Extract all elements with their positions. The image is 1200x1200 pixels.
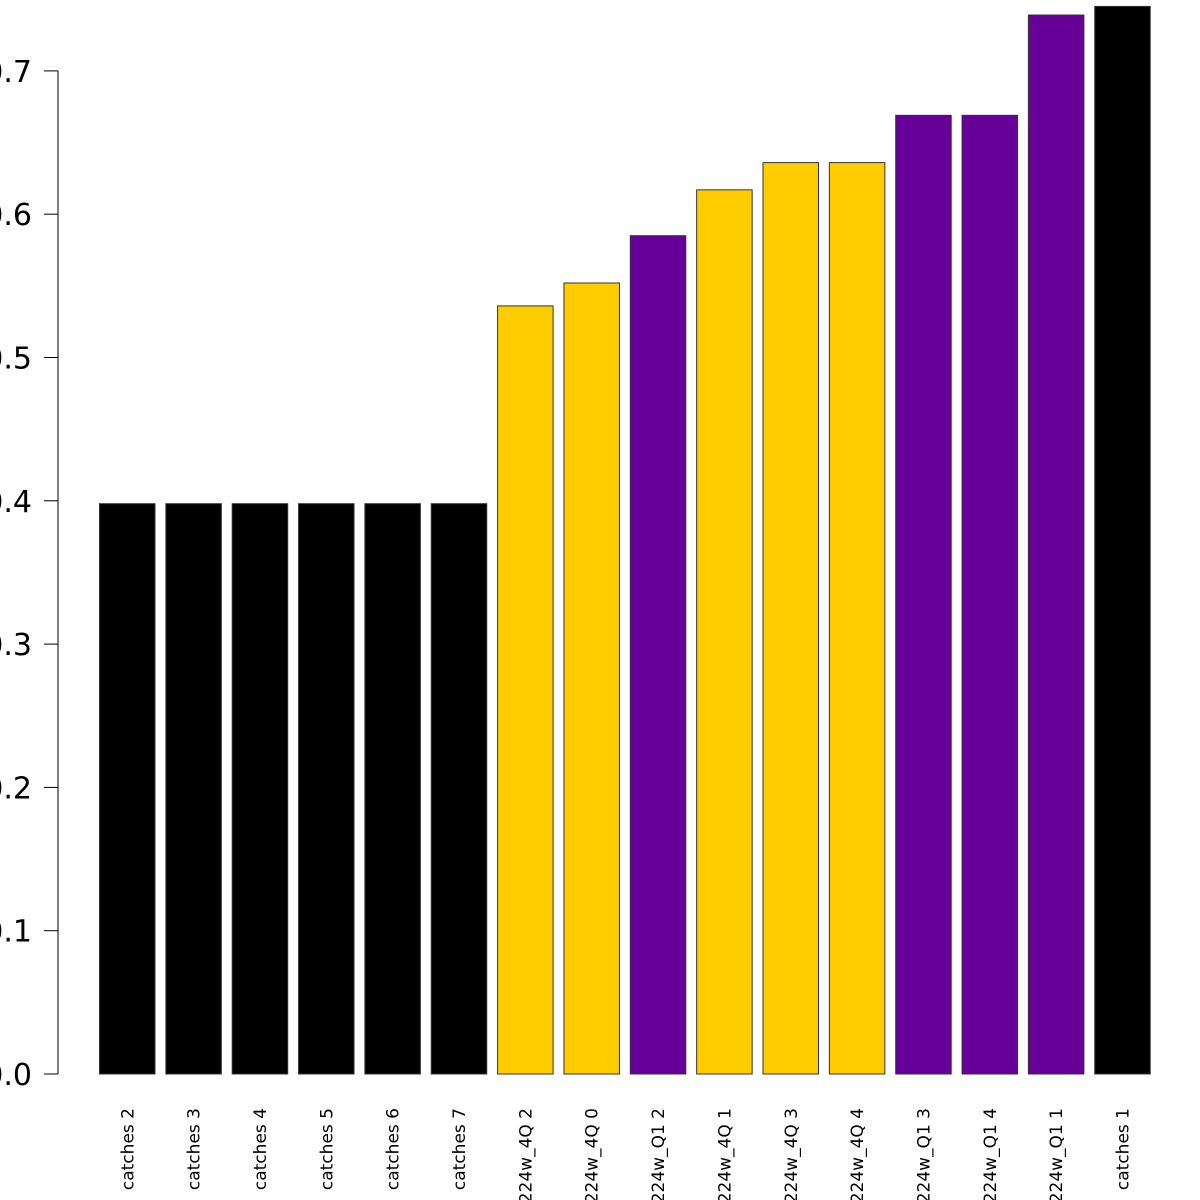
- x-tick-label: 224w_Q1 2: [649, 1108, 669, 1200]
- x-tick-label: catches 3: [185, 1108, 205, 1190]
- x-tick-label: 224w_Q1 1: [1047, 1108, 1067, 1200]
- y-tick-label: 0.6: [0, 198, 32, 233]
- bar: [629, 235, 687, 1075]
- bar: [762, 162, 819, 1075]
- y-tick-label: 0.3: [0, 628, 32, 663]
- bars: [99, 5, 1151, 1075]
- x-tick-label: 224w_Q1 3: [914, 1108, 934, 1200]
- x-tick-label: catches 5: [317, 1108, 337, 1190]
- bar: [430, 503, 488, 1075]
- x-tick-label: catches 4: [251, 1108, 271, 1190]
- y-tick-label: 0.4: [0, 485, 32, 520]
- bar: [1027, 14, 1085, 1075]
- x-tick-label: catches 7: [450, 1108, 470, 1190]
- x-tick-label: 224w_Q1 4: [981, 1108, 1001, 1200]
- y-axis: 0.0 0.1 0.2 0.3 0.4 0.5 0.6 0.7: [0, 55, 59, 1093]
- y-tick-label: 0.0: [0, 1058, 32, 1093]
- bar: [895, 114, 952, 1075]
- bar: [231, 503, 289, 1075]
- y-tick-label: 0.5: [0, 342, 32, 377]
- x-tick-label: 224w_4Q 4: [848, 1108, 868, 1200]
- bar: [563, 282, 620, 1075]
- bar: [961, 114, 1019, 1075]
- bar: [1094, 5, 1151, 1075]
- bar: [828, 162, 886, 1075]
- x-tick-label: 224w_4Q 0: [583, 1108, 603, 1200]
- bar: [298, 503, 355, 1075]
- bar: [99, 503, 156, 1075]
- y-tick-label: 0.2: [0, 771, 32, 806]
- y-tick-label: 0.7: [0, 55, 32, 90]
- x-tick-label: 224w_4Q 2: [516, 1108, 536, 1200]
- x-tick-label: catches 6: [384, 1108, 404, 1190]
- x-tick-label: 224w_4Q 3: [782, 1108, 802, 1200]
- x-tick-label: catches 2: [118, 1108, 138, 1190]
- bar: [165, 503, 222, 1075]
- bar: [364, 503, 421, 1075]
- y-tick-label: 0.1: [0, 915, 32, 950]
- x-tick-label: catches 1: [1114, 1108, 1134, 1190]
- bar: [497, 305, 554, 1075]
- bar: [696, 189, 753, 1075]
- x-tick-label: 224w_4Q 1: [715, 1108, 735, 1200]
- x-axis-labels: catches 2 catches 3 catches 4 catches 5 catc…: [118, 1108, 1133, 1200]
